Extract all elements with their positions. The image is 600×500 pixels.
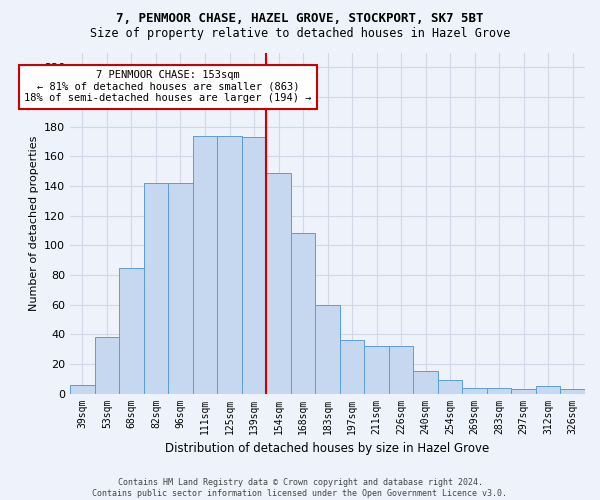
- Text: Size of property relative to detached houses in Hazel Grove: Size of property relative to detached ho…: [90, 28, 510, 40]
- Text: Contains HM Land Registry data © Crown copyright and database right 2024.
Contai: Contains HM Land Registry data © Crown c…: [92, 478, 508, 498]
- X-axis label: Distribution of detached houses by size in Hazel Grove: Distribution of detached houses by size …: [166, 442, 490, 455]
- Bar: [119, 268, 144, 394]
- Bar: [364, 346, 389, 394]
- Bar: [438, 380, 463, 394]
- Bar: [144, 183, 168, 394]
- Bar: [511, 389, 536, 394]
- Text: 7 PENMOOR CHASE: 153sqm
← 81% of detached houses are smaller (863)
18% of semi-d: 7 PENMOOR CHASE: 153sqm ← 81% of detache…: [25, 70, 312, 104]
- Text: 7, PENMOOR CHASE, HAZEL GROVE, STOCKPORT, SK7 5BT: 7, PENMOOR CHASE, HAZEL GROVE, STOCKPORT…: [116, 12, 484, 26]
- Bar: [389, 346, 413, 394]
- Bar: [193, 136, 217, 394]
- Bar: [536, 386, 560, 394]
- Bar: [316, 304, 340, 394]
- Bar: [560, 389, 585, 394]
- Bar: [217, 136, 242, 394]
- Bar: [487, 388, 511, 394]
- Bar: [413, 372, 438, 394]
- Bar: [168, 183, 193, 394]
- Bar: [95, 337, 119, 394]
- Bar: [463, 388, 487, 394]
- Bar: [291, 234, 316, 394]
- Bar: [70, 384, 95, 394]
- Bar: [266, 172, 291, 394]
- Bar: [340, 340, 364, 394]
- Bar: [242, 137, 266, 394]
- Y-axis label: Number of detached properties: Number of detached properties: [29, 136, 38, 310]
